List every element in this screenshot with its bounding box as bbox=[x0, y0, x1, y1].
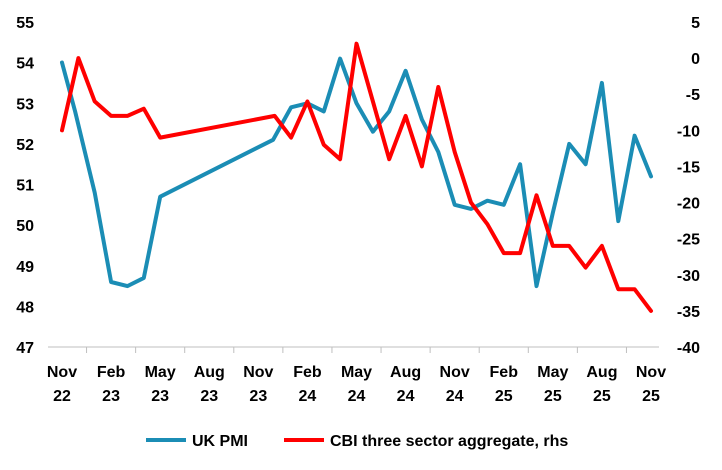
x-tick-label-year: 25 bbox=[544, 388, 562, 405]
legend-item-cbi: CBI three sector aggregate, rhs bbox=[284, 433, 568, 450]
legend-label-cbi: CBI three sector aggregate, rhs bbox=[330, 433, 568, 450]
y-right-tick-label: -10 bbox=[677, 123, 700, 140]
y-left-tick-label: 54 bbox=[16, 56, 34, 73]
y-left-tick-label: 55 bbox=[16, 15, 34, 32]
x-tick-label-month: Aug bbox=[390, 364, 421, 381]
x-tick-label-month: May bbox=[537, 364, 568, 381]
x-tick-label-month: May bbox=[145, 364, 176, 381]
y-right-tick-label: -5 bbox=[686, 87, 700, 104]
x-tick-label-year: 25 bbox=[642, 388, 660, 405]
x-tick-label-month: Nov bbox=[636, 364, 666, 381]
x-tick-label-year: 24 bbox=[299, 388, 317, 405]
x-tick-label-month: Aug bbox=[586, 364, 617, 381]
y-right-tick-label: -25 bbox=[677, 232, 700, 249]
x-tick-label-month: Nov bbox=[440, 364, 470, 381]
legend: UK PMI CBI three sector aggregate, rhs bbox=[146, 433, 568, 450]
y-left-tick-label: 53 bbox=[16, 96, 34, 113]
series-line-uk-pmi bbox=[60, 56, 653, 289]
y-right-tick-label: -30 bbox=[677, 268, 700, 285]
y-right-tick-label: 5 bbox=[691, 15, 700, 32]
y-right-tick-label: 0 bbox=[691, 51, 700, 68]
x-tick-label-month: Nov bbox=[47, 364, 77, 381]
y-right-tick-label: -35 bbox=[677, 304, 700, 321]
x-tick-label-month: Aug bbox=[194, 364, 225, 381]
y-left-tick-label: 52 bbox=[16, 137, 34, 154]
x-tick-label-month: Feb bbox=[490, 364, 519, 381]
x-tick-label-year: 24 bbox=[397, 388, 415, 405]
y-right-tick-label: -20 bbox=[677, 196, 700, 213]
y-right-tick-label: -40 bbox=[677, 340, 700, 357]
x-axis: Nov 22 Feb 23 May 23 Aug 23 Nov 23 Feb 24 May 24 Aug 24… bbox=[47, 347, 666, 405]
x-tick-label-month: May bbox=[341, 364, 372, 381]
series-layer bbox=[60, 41, 653, 313]
x-tick-label-month: Feb bbox=[97, 364, 126, 381]
x-tick-label-year: 23 bbox=[102, 388, 120, 405]
x-tick-label-year: 23 bbox=[151, 388, 169, 405]
y-left-tick-label: 48 bbox=[16, 299, 34, 316]
left-axis: 47 48 49 50 51 52 53 54 55 bbox=[16, 15, 34, 357]
legend-item-uk-pmi: UK PMI bbox=[146, 433, 248, 450]
x-tick-label-year: 23 bbox=[249, 388, 267, 405]
right-axis: -40 -35 -30 -25 -20 -15 -10 -5 0 5 bbox=[677, 15, 700, 357]
x-tick-label-year: 24 bbox=[446, 388, 464, 405]
x-tick-label-year: 24 bbox=[348, 388, 366, 405]
y-left-tick-label: 51 bbox=[16, 178, 34, 195]
series-line-cbi bbox=[60, 41, 653, 313]
x-tick-label-month: Feb bbox=[293, 364, 322, 381]
y-left-tick-label: 49 bbox=[16, 259, 34, 276]
legend-label-uk-pmi: UK PMI bbox=[192, 433, 248, 450]
y-left-tick-label: 47 bbox=[16, 340, 34, 357]
y-left-tick-label: 50 bbox=[16, 218, 34, 235]
x-tick-label-year: 25 bbox=[593, 388, 611, 405]
x-tick-label-year: 23 bbox=[200, 388, 218, 405]
x-tick-label-year: 22 bbox=[53, 388, 71, 405]
y-right-tick-label: -15 bbox=[677, 159, 700, 176]
x-tick-label-year: 25 bbox=[495, 388, 513, 405]
x-tick-label-month: Nov bbox=[243, 364, 273, 381]
